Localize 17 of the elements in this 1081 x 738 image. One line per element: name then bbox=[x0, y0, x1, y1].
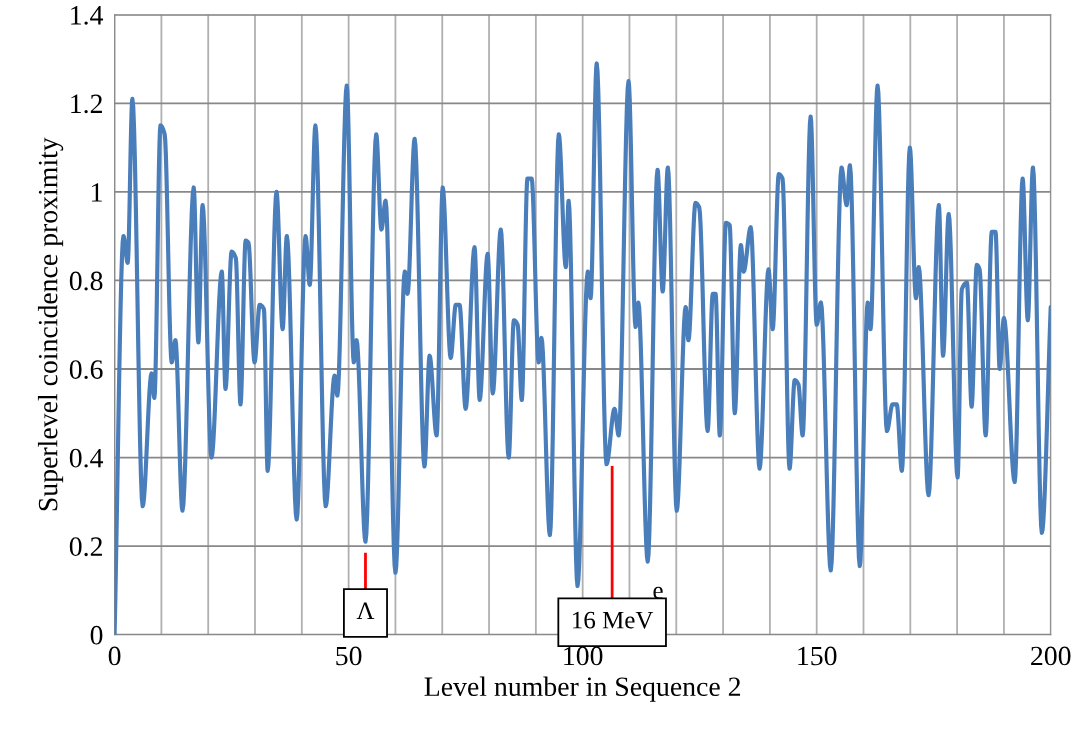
x-tick-label: 50 bbox=[336, 646, 362, 666]
ref-line-label: 16 MeV bbox=[573, 611, 654, 629]
y-tick-label: 0.6 bbox=[69, 360, 103, 380]
y-tick-label: 0.2 bbox=[69, 537, 102, 557]
y-tick-label: 0.4 bbox=[69, 448, 104, 468]
x-tick-label: 100 bbox=[564, 646, 603, 666]
ref-line-label: Λ bbox=[356, 602, 375, 619]
x-axis-title: Level number in Sequence 2 bbox=[424, 676, 741, 702]
y-tick-label: 1 bbox=[92, 183, 102, 202]
y-tick-label: 1.4 bbox=[71, 6, 104, 25]
y-tick-label: 1.2 bbox=[71, 94, 102, 114]
y-axis-title: Superlevel coincidence proximity bbox=[37, 137, 64, 511]
x-tick-label: 150 bbox=[798, 646, 837, 666]
x-tick-label: 200 bbox=[1031, 646, 1071, 666]
y-tick-label: 0.8 bbox=[69, 271, 103, 291]
y-tick-label: 0 bbox=[90, 625, 103, 645]
x-tick-label: 0 bbox=[108, 646, 121, 666]
